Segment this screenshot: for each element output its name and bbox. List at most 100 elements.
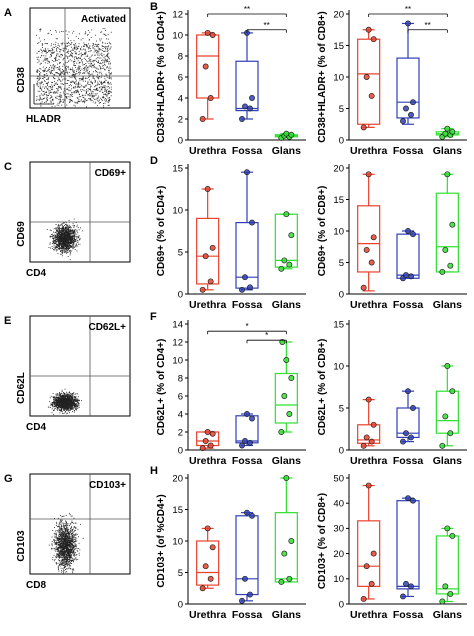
event-dot [73, 247, 75, 249]
event-dot [92, 47, 94, 48]
event-dot [67, 233, 69, 235]
event-dot [65, 231, 66, 233]
event-dot [76, 58, 78, 59]
event-dot [57, 237, 59, 239]
event-dot [84, 86, 86, 88]
event-dot [105, 59, 107, 61]
event-dot [60, 405, 62, 407]
event-dot [69, 229, 71, 231]
event-dot [71, 81, 73, 83]
event-dot [75, 407, 76, 409]
event-dot [73, 397, 75, 398]
event-dot [61, 44, 63, 46]
event-dot [58, 237, 60, 239]
event-dot [42, 83, 44, 85]
event-dot [56, 547, 58, 549]
event-dot [78, 65, 80, 67]
event-dot [62, 71, 64, 72]
event-dot [48, 77, 50, 79]
event-dot [46, 94, 48, 96]
event-dot [55, 44, 56, 46]
event-dot [43, 76, 45, 78]
event-dot [86, 70, 88, 72]
event-dot [70, 544, 72, 545]
event-dot [76, 226, 78, 228]
event-dot [67, 524, 69, 526]
event-dot [60, 406, 61, 408]
event-dot [57, 88, 59, 90]
event-dot [96, 76, 98, 78]
event-dot [77, 242, 79, 243]
event-dot [66, 83, 68, 84]
event-dot [61, 525, 62, 527]
event-dot [44, 59, 46, 61]
event-dot [53, 396, 55, 398]
event-dot [71, 533, 73, 534]
event-dot [41, 49, 42, 51]
event-dot [61, 234, 63, 236]
event-dot [56, 537, 58, 539]
event-dot [64, 239, 66, 241]
event-dot [54, 248, 56, 250]
event-dot [67, 245, 69, 247]
event-dot [45, 43, 47, 44]
event-dot [70, 238, 71, 240]
event-dot [60, 393, 62, 395]
event-dot [72, 52, 74, 54]
event-dot [71, 403, 73, 404]
event-dot [77, 46, 79, 47]
event-dot [58, 559, 60, 561]
event-dot [39, 86, 41, 88]
event-dot [72, 61, 74, 63]
event-dot [58, 232, 59, 234]
event-dot [69, 231, 71, 232]
event-dot [57, 92, 59, 94]
event-dot [78, 400, 80, 401]
event-dot [60, 54, 62, 56]
event-dot [91, 94, 93, 96]
event-dot [60, 397, 62, 399]
event-dot [55, 72, 57, 73]
event-dot [72, 572, 74, 574]
event-dot [65, 535, 67, 537]
event-dot [108, 91, 110, 93]
event-dot [40, 93, 42, 95]
event-dot [40, 77, 42, 79]
event-dot [65, 61, 67, 63]
event-dot [76, 250, 78, 252]
event-dot [78, 67, 80, 69]
event-dot [96, 52, 98, 54]
event-dot [84, 53, 86, 55]
event-dot [73, 407, 75, 409]
event-dot [83, 78, 85, 80]
event-dot [51, 545, 53, 547]
event-dot [60, 86, 62, 88]
event-dot [73, 92, 75, 94]
event-dot [65, 248, 67, 250]
event-dot [60, 398, 61, 400]
event-dot [53, 240, 55, 241]
event-dot [55, 399, 57, 401]
event-dot [62, 404, 64, 405]
event-dot [67, 239, 69, 241]
event-dot [90, 58, 92, 60]
event-dot [71, 538, 72, 540]
event-dot [92, 43, 94, 44]
flow-events [46, 218, 84, 261]
event-dot [59, 395, 61, 396]
event-dot [74, 530, 76, 532]
event-dot [54, 47, 55, 49]
event-dot [74, 56, 75, 58]
event-dot [63, 239, 65, 241]
event-dot [55, 250, 57, 252]
event-dot [89, 50, 91, 52]
event-dot [68, 241, 70, 243]
event-dot [90, 93, 92, 95]
event-dot [107, 102, 109, 104]
event-dot [60, 534, 62, 536]
event-dot [63, 99, 65, 101]
event-dot [51, 48, 53, 49]
event-dot [56, 401, 58, 403]
event-dot [52, 235, 54, 236]
event-dot [45, 51, 47, 53]
